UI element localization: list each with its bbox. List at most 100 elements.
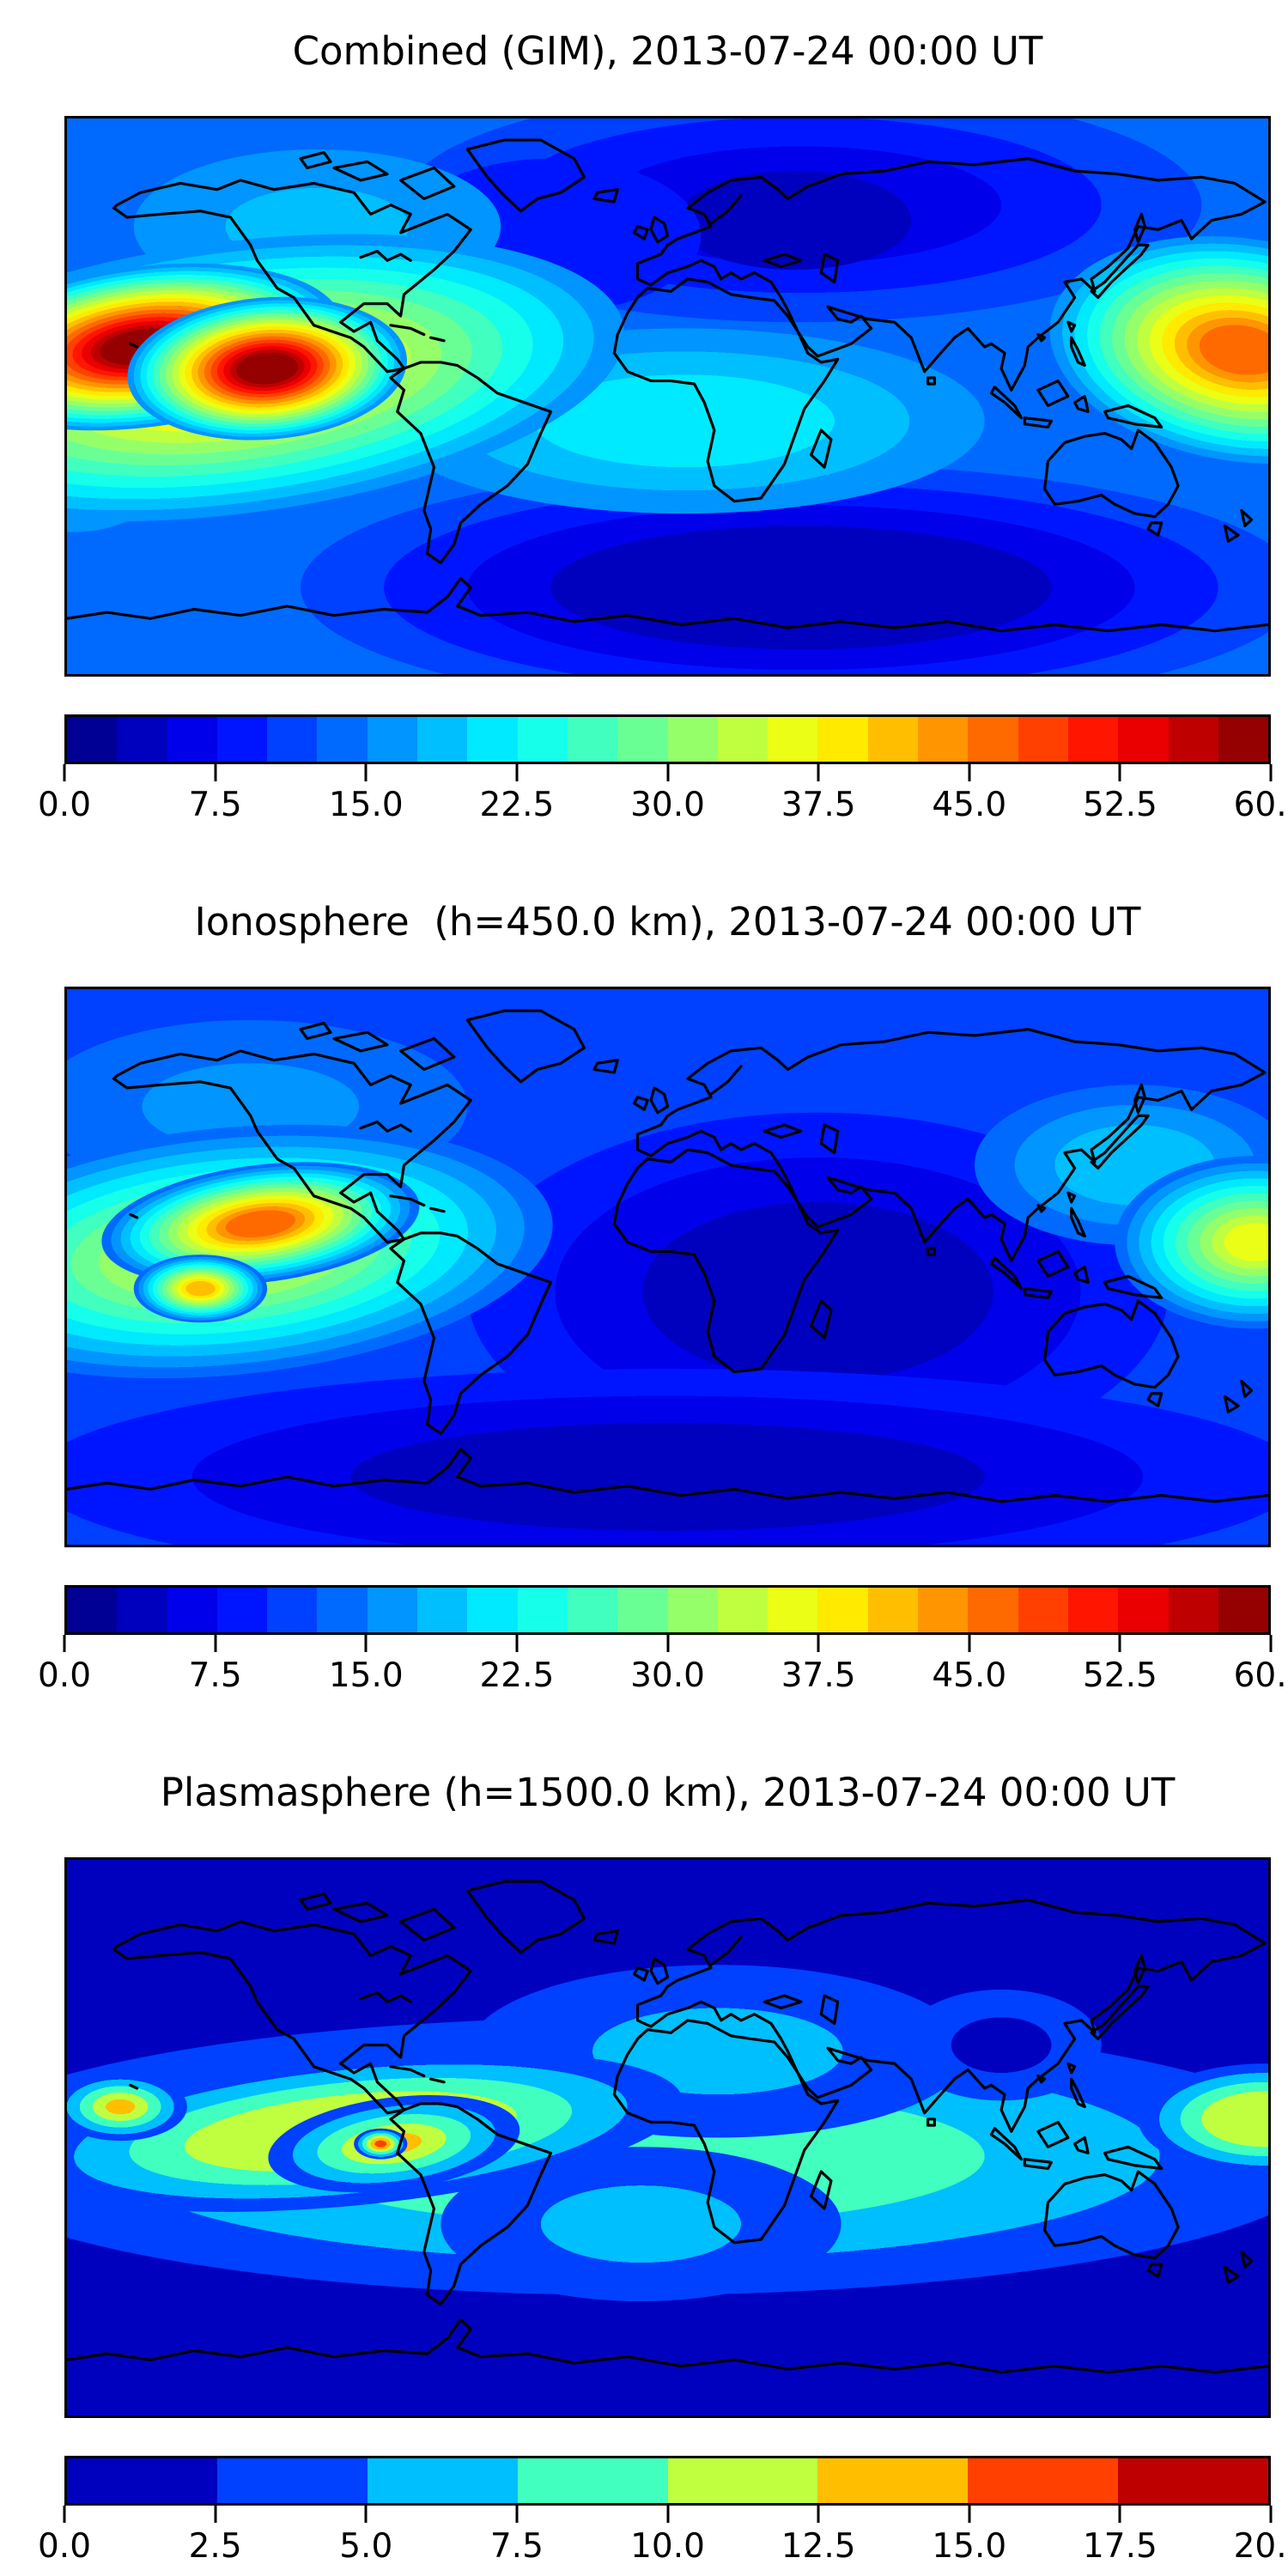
colorbar-tick-label: 0.0 [37,2527,92,2566]
panel-title: Combined (GIM), 2013-07-24 00:00 UT [292,28,1043,74]
colorbar-tick-mark [666,1635,669,1652]
colorbar-segment [1118,1588,1169,1632]
colorbar-tick-mark [968,764,971,781]
colorbar-tick-label: 52.5 [1082,786,1157,824]
colorbar-tick-label: 2.5 [188,2527,242,2566]
colorbar-tick-mark [364,2506,368,2523]
colorbar-tick-label: 22.5 [479,1656,555,1695]
colorbar-tick-mark [666,764,669,781]
colorbar-tick-mark [817,1635,820,1652]
colorbar-tick-label: 60.0 [1233,1656,1288,1695]
contour-feature-india-low-dip [901,1989,1102,2101]
colorbar-tick-label: 7.5 [188,786,242,824]
colorbar-tick-label: 15.0 [328,1656,404,1695]
colorbar-tick-mark [214,764,217,781]
colorbar-segment [417,717,468,762]
colorbar-segment [317,1588,368,1632]
colorbar-segment [216,2458,368,2503]
colorbar-segment [317,717,368,762]
colorbar-tick-mark [968,2506,971,2523]
contour-bands [67,118,1268,674]
colorbar-segment [1218,717,1269,762]
colorbar: 0.0 7.5 15.0 22.5 30.0 37.5 45.0 52.5 60.0 [38,1585,1288,1700]
colorbar-tick-mark [968,1635,971,1652]
colorbar-segment [1168,717,1218,762]
colorbar: 0.0 7.5 15.0 22.5 30.0 37.5 45.0 52.5 60.0 [38,714,1288,829]
colorbar-segment [817,1588,868,1632]
colorbar-tick-mark [515,764,519,781]
colorbar-tick-label: 52.5 [1082,1656,1157,1695]
colorbar-segment [968,717,1018,762]
coastline-path [67,140,1268,631]
colorbar-segment [667,717,718,762]
colorbar-tick-labels: 0.0 2.5 5.0 7.5 10.0 12.5 15.0 17.5 20.0 [38,2526,1288,2571]
colorbar-segment [1018,717,1068,762]
colorbar-segment [67,2458,217,2503]
colorbar-segment [267,717,318,762]
colorbar-tick-mark [214,1635,217,1652]
colorbar-tick-label: 30.0 [630,786,705,824]
map-plot [64,1857,1271,2418]
colorbar-segment [617,1588,668,1632]
contour-feature-left-edge-gold-spot [67,2073,187,2142]
colorbar-ticks [63,764,1273,781]
colorbar-gradient [64,714,1271,764]
colorbar-segment [667,2458,818,2503]
contour-feature-south-pacific-gold-spot [133,1255,268,1323]
colorbar-tick-mark [1269,2506,1273,2523]
colorbar-tick-mark [666,2506,669,2523]
colorbar-gradient [64,2456,1271,2506]
colorbar-segment [417,1588,468,1632]
coastline-path [67,1011,1268,1502]
colorbar-segment [768,717,818,762]
coastline-path [67,1881,1268,2372]
colorbar-segment [467,1588,518,1632]
colorbar-tick-label: 22.5 [479,786,555,824]
colorbar-segment [216,717,268,762]
colorbar-ticks [63,1635,1273,1652]
contour-map [67,118,1268,674]
colorbar: 0.0 2.5 5.0 7.5 10.0 12.5 15.0 17.5 20.0 [38,2456,1288,2571]
colorbar-tick-label: 0.0 [37,1656,92,1695]
colorbar-tick-label: 37.5 [781,786,856,824]
colorbar-segment [1067,717,1119,762]
colorbar-segment [717,717,769,762]
colorbar-segment [517,1588,568,1632]
colorbar-tick-mark [1118,1635,1121,1652]
colorbar-segment [667,1588,718,1632]
colorbar-tick-mark [817,764,820,781]
colorbar-segment [968,2458,1119,2503]
colorbar-tick-mark [364,1635,368,1652]
colorbar-tick-labels: 0.0 7.5 15.0 22.5 30.0 37.5 45.0 52.5 60.0 [38,785,1288,829]
colorbar-segment [1018,1588,1068,1632]
colorbar-segment [567,717,618,762]
colorbar-segment [1168,1588,1218,1632]
colorbar-tick-mark [63,2506,66,2523]
contour-map [67,1860,1268,2415]
colorbar-segment [918,717,969,762]
colorbar-segment [117,1588,167,1632]
colorbar-segment [968,1588,1018,1632]
colorbar-tick-mark [817,2506,820,2523]
contour-map [67,989,1268,1545]
colorbar-segment [567,1588,618,1632]
contour-bands [67,1019,1268,1545]
colorbar-tick-label: 30.0 [630,1656,705,1695]
colorbar-tick-label: 5.0 [339,2527,393,2566]
contour-bands [67,1965,1268,2302]
colorbar-segment [1218,1588,1269,1632]
colorbar-segment [117,717,167,762]
colorbar-tick-mark [515,1635,519,1652]
contour-feature-peru-core-orange [354,2128,408,2160]
colorbar-tick-label: 60.0 [1233,786,1288,824]
colorbar-tick-label: 37.5 [781,1656,856,1695]
contour-feature-right-edge-green [1138,2063,1268,2175]
colorbar-ticks [63,2506,1273,2523]
colorbar-segment [1118,717,1169,762]
colorbar-segment [517,717,568,762]
colorbar-segment [768,1588,818,1632]
colorbar-segment [67,717,118,762]
colorbar-tick-mark [1269,1635,1273,1652]
colorbar-tick-mark [1118,764,1121,781]
